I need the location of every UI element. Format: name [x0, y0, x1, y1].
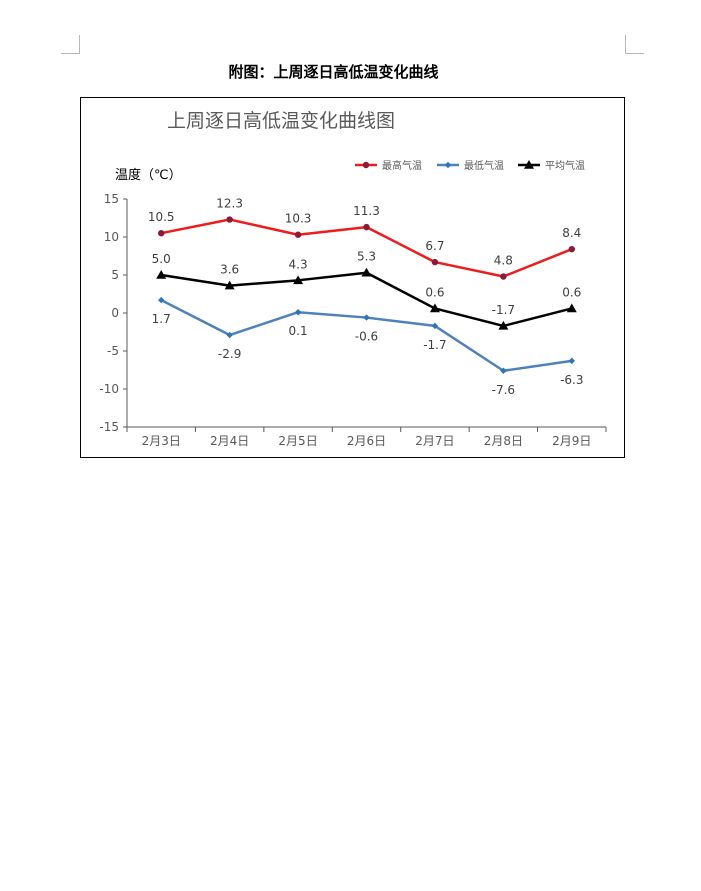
line-chart: 上周逐日高低温变化曲线图 温度（℃） 最高气温 最低气温 平均气温 15 10 5 0 -5… [99, 110, 607, 448]
figure-caption: 附图：上周逐日高低温变化曲线 [228, 63, 439, 81]
data-label: -1.7 [492, 303, 515, 317]
data-label: -6.3 [560, 373, 583, 387]
data-label: -2.9 [218, 347, 241, 361]
data-label: 12.3 [216, 197, 243, 211]
x-tick-label: 2月5日 [278, 434, 317, 448]
legend-label: 平均气温 [545, 159, 585, 172]
data-point [293, 275, 304, 285]
x-tick-label: 2月6日 [347, 434, 386, 448]
series-layer: 10.5 12.3 10.3 11.3 6.7 4.8 8.4 1.7 -2.9 0.1 -0.6 -… [148, 197, 584, 397]
data-label: 5.3 [357, 250, 376, 264]
axes: 15 10 5 0 -5 -10 -15 2月3日 2月4日 2月5日 2月6日 2月7日 2月8日 2月… [99, 192, 607, 448]
data-label: 10.3 [285, 212, 312, 226]
data-label: 6.7 [425, 239, 444, 253]
data-point [362, 161, 370, 169]
data-label: 11.3 [353, 204, 380, 218]
y-tick-label: -10 [99, 382, 119, 396]
data-point [524, 160, 534, 169]
x-tick-label: 2月3日 [142, 434, 181, 448]
legend-item: 最高气温 [355, 159, 422, 172]
data-label: 3.6 [220, 263, 239, 277]
data-point [294, 309, 302, 316]
legend-label: 最高气温 [382, 159, 422, 172]
legend-label: 最低气温 [464, 159, 504, 172]
y-tick-label: 0 [111, 306, 119, 320]
data-point [429, 303, 440, 313]
data-point [498, 320, 509, 330]
data-label: 4.8 [494, 254, 513, 268]
data-point [566, 303, 577, 313]
crop-mark-top-right [625, 35, 644, 54]
legend-item: 平均气温 [518, 159, 585, 172]
data-point [158, 296, 165, 304]
x-tick-label: 2月7日 [415, 434, 454, 448]
data-label: -0.6 [355, 330, 378, 344]
data-label: -7.6 [492, 383, 515, 397]
data-label: 5.0 [152, 252, 171, 266]
series-3: 5.0 3.6 4.3 5.3 0.6 -1.7 0.6 [152, 250, 581, 330]
y-axis-label: 温度（℃） [115, 167, 182, 183]
x-tick-label: 2月9日 [552, 434, 591, 448]
y-tick-label: 10 [104, 230, 119, 244]
data-point [568, 357, 575, 365]
crop-mark-top-left [61, 35, 80, 54]
series-2: 1.7 -2.9 0.1 -0.6 -1.7 -7.6 -6.3 [152, 296, 583, 397]
data-label: 10.5 [148, 210, 175, 224]
x-tick-label: 2月8日 [484, 434, 523, 448]
data-label: 1.7 [152, 312, 171, 326]
legend: 最高气温 最低气温 平均气温 [355, 159, 585, 172]
data-point [431, 322, 439, 330]
y-tick-label: -15 [99, 420, 119, 434]
y-tick-label: -5 [107, 344, 119, 358]
chart-title: 上周逐日高低温变化曲线图 [167, 110, 395, 132]
data-point [568, 245, 575, 253]
data-point [363, 223, 370, 231]
data-point [361, 267, 372, 277]
data-point [226, 331, 233, 339]
y-tick-label: 5 [111, 268, 119, 282]
data-point [363, 314, 370, 321]
data-point [156, 270, 167, 279]
x-tick-label: 2月4日 [210, 434, 249, 448]
data-point [224, 280, 235, 290]
data-label: -1.7 [423, 338, 446, 352]
data-point [500, 367, 507, 374]
data-label: 0.6 [562, 285, 581, 299]
data-point [500, 273, 507, 280]
data-point [444, 161, 452, 169]
data-label: 4.3 [289, 257, 308, 271]
y-tick-label: 15 [104, 192, 119, 206]
data-point [431, 258, 439, 266]
data-label: 8.4 [562, 226, 581, 240]
data-point [226, 216, 233, 223]
chart-frame: 上周逐日高低温变化曲线图 温度（℃） 最高气温 最低气温 平均气温 15 10 5 0 -5… [80, 97, 625, 458]
series-1: 10.5 12.3 10.3 11.3 6.7 4.8 8.4 [148, 197, 581, 280]
data-point [294, 231, 302, 238]
data-point [158, 230, 165, 237]
data-label: 0.1 [289, 324, 308, 338]
data-label: 0.6 [425, 285, 444, 299]
legend-item: 最低气温 [437, 159, 504, 172]
